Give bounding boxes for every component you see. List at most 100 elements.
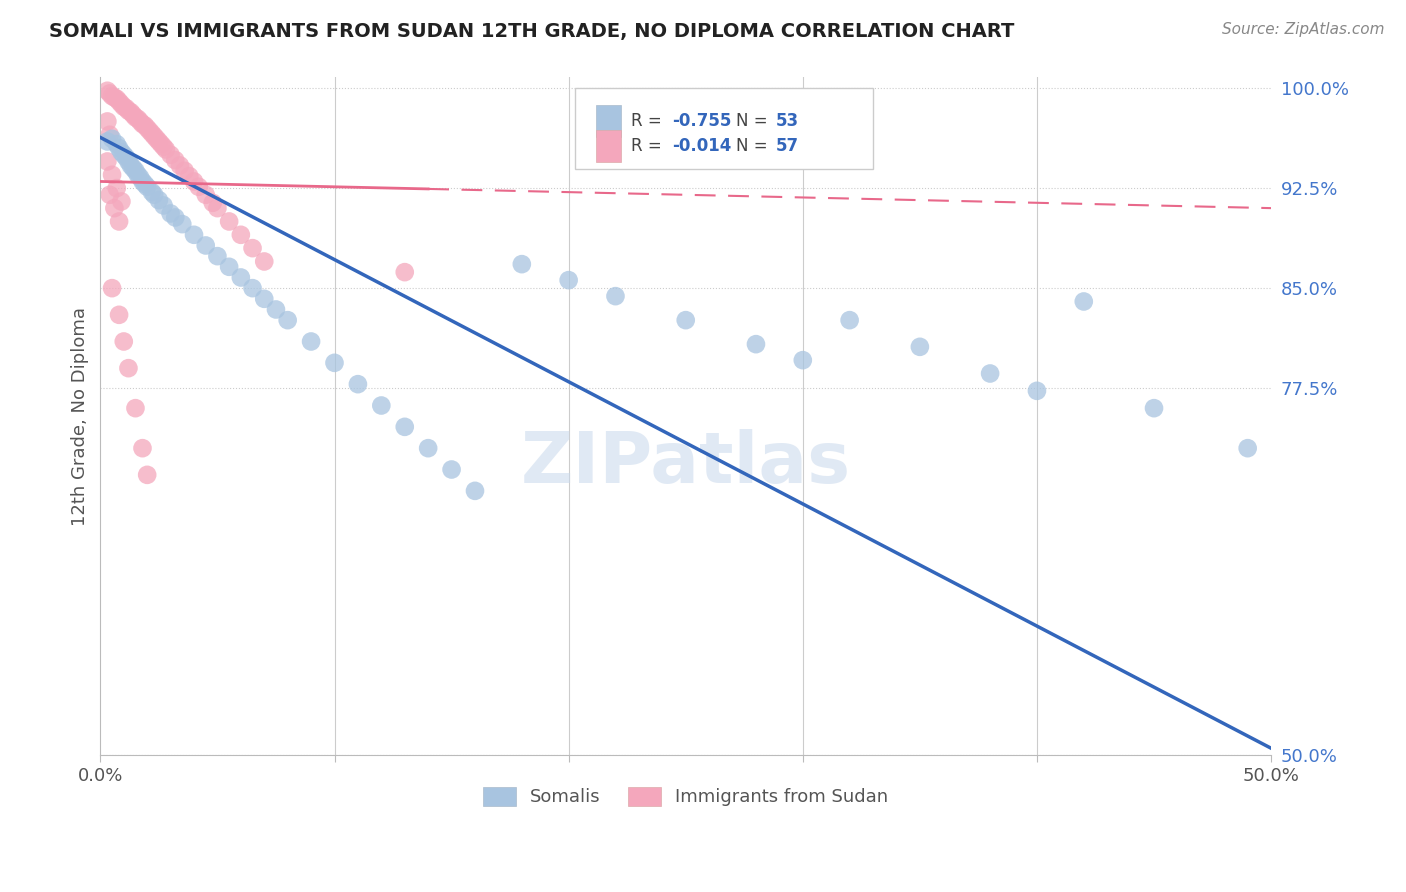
- Point: [108, 141, 131, 155]
- Y-axis label: 12th Grade, No Diploma: 12th Grade, No Diploma: [72, 307, 89, 525]
- Point: [394, 265, 416, 279]
- Point: [675, 313, 697, 327]
- Point: [165, 153, 187, 168]
- Point: [187, 179, 209, 194]
- Point: [136, 121, 159, 136]
- Point: [120, 158, 142, 172]
- Point: [183, 227, 205, 242]
- Text: R =: R =: [631, 136, 666, 155]
- Point: [117, 103, 139, 118]
- Point: [124, 111, 146, 125]
- Point: [605, 289, 627, 303]
- Point: [148, 135, 170, 149]
- Point: [207, 249, 229, 263]
- Point: [1073, 294, 1095, 309]
- Point: [143, 187, 166, 202]
- Point: [264, 302, 287, 317]
- FancyBboxPatch shape: [596, 129, 621, 162]
- Point: [105, 92, 128, 106]
- FancyBboxPatch shape: [596, 104, 621, 137]
- Point: [98, 128, 121, 142]
- Point: [136, 179, 159, 194]
- Text: R =: R =: [631, 112, 666, 130]
- Point: [1143, 401, 1166, 416]
- Point: [103, 90, 125, 104]
- Point: [101, 168, 124, 182]
- Text: -0.014: -0.014: [672, 136, 731, 155]
- Point: [101, 132, 124, 146]
- Point: [277, 313, 299, 327]
- Point: [745, 337, 768, 351]
- Point: [152, 140, 174, 154]
- Point: [159, 206, 181, 220]
- Point: [464, 483, 486, 498]
- Point: [183, 174, 205, 188]
- Point: [145, 132, 167, 146]
- Point: [155, 143, 177, 157]
- Point: [131, 441, 153, 455]
- Point: [201, 195, 224, 210]
- Point: [112, 100, 135, 114]
- Point: [253, 254, 276, 268]
- Point: [979, 367, 1001, 381]
- Point: [908, 340, 931, 354]
- Point: [179, 169, 201, 183]
- Point: [101, 89, 124, 103]
- Point: [112, 334, 135, 349]
- Point: [131, 117, 153, 131]
- Point: [370, 399, 392, 413]
- Point: [98, 187, 121, 202]
- Point: [117, 361, 139, 376]
- Point: [838, 313, 860, 327]
- Point: [127, 112, 149, 126]
- Point: [101, 281, 124, 295]
- Point: [229, 227, 252, 242]
- Point: [1026, 384, 1049, 398]
- Point: [141, 127, 163, 141]
- Point: [207, 201, 229, 215]
- Point: [242, 281, 264, 295]
- Point: [347, 377, 370, 392]
- Point: [143, 129, 166, 144]
- Point: [115, 101, 138, 115]
- Point: [148, 193, 170, 207]
- Point: [169, 158, 191, 172]
- Point: [122, 161, 145, 175]
- Point: [194, 238, 217, 252]
- Legend: Somalis, Immigrants from Sudan: Somalis, Immigrants from Sudan: [477, 780, 896, 814]
- FancyBboxPatch shape: [575, 87, 873, 169]
- Point: [172, 217, 194, 231]
- Point: [218, 260, 240, 274]
- Point: [792, 353, 814, 368]
- Point: [418, 441, 440, 455]
- Point: [150, 137, 173, 152]
- Point: [394, 420, 416, 434]
- Point: [108, 308, 131, 322]
- Point: [253, 292, 276, 306]
- Point: [510, 257, 533, 271]
- Point: [96, 114, 118, 128]
- Text: 57: 57: [776, 136, 799, 155]
- Point: [103, 201, 125, 215]
- Point: [115, 151, 138, 165]
- Text: ZIPatlas: ZIPatlas: [520, 429, 851, 498]
- Point: [98, 87, 121, 101]
- Text: SOMALI VS IMMIGRANTS FROM SUDAN 12TH GRADE, NO DIPLOMA CORRELATION CHART: SOMALI VS IMMIGRANTS FROM SUDAN 12TH GRA…: [49, 22, 1015, 41]
- Point: [1236, 441, 1258, 455]
- Point: [159, 148, 181, 162]
- Point: [120, 105, 142, 120]
- Point: [134, 177, 156, 191]
- Point: [141, 185, 163, 199]
- Text: 53: 53: [776, 112, 799, 130]
- Point: [165, 211, 187, 225]
- Point: [110, 194, 132, 209]
- Point: [127, 168, 149, 182]
- Point: [131, 174, 153, 188]
- Point: [96, 135, 118, 149]
- Point: [138, 124, 160, 138]
- Point: [124, 163, 146, 178]
- Point: [105, 181, 128, 195]
- Point: [134, 119, 156, 133]
- Point: [96, 84, 118, 98]
- Text: Source: ZipAtlas.com: Source: ZipAtlas.com: [1222, 22, 1385, 37]
